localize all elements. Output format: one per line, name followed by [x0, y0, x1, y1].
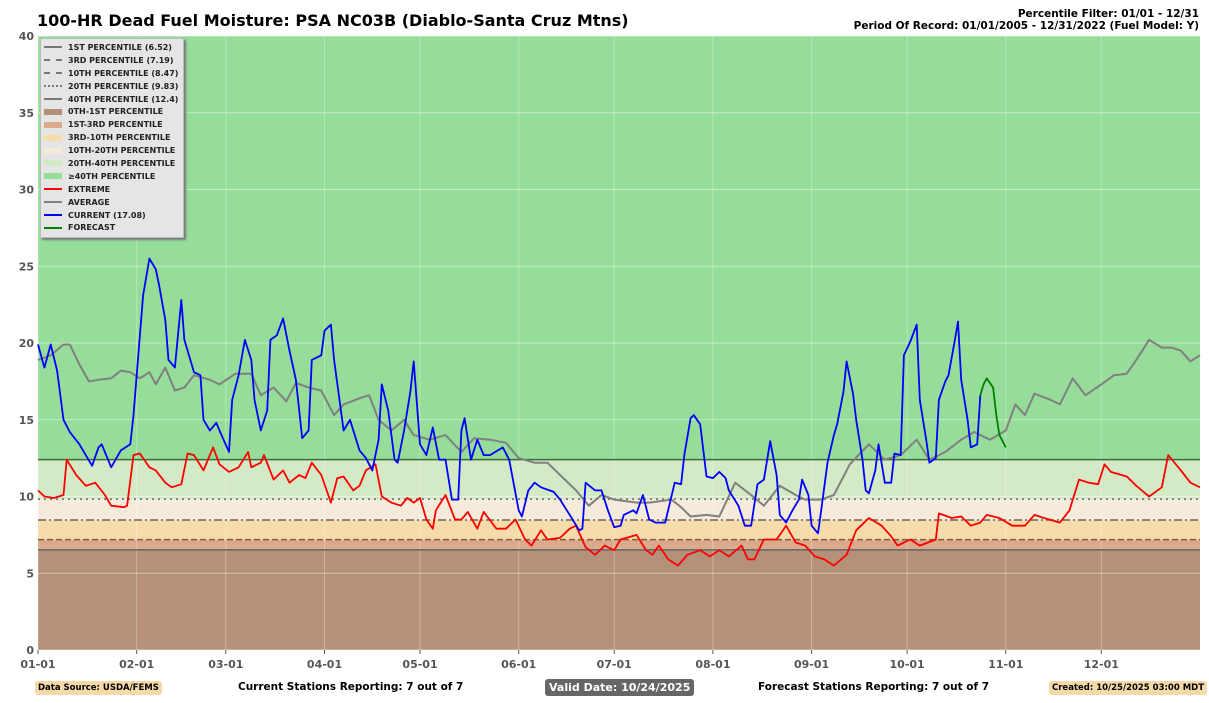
legend-label: 0TH-1ST PERCENTILE: [68, 107, 164, 117]
legend-item-band: 0TH-1ST PERCENTILE: [41, 105, 183, 118]
series-current-line: [37, 257, 982, 535]
legend-swatch: [44, 98, 62, 100]
legend-label: 20TH PERCENTILE (9.83): [68, 81, 179, 91]
x-tick-label: 10-01: [890, 658, 925, 671]
x-tick-label: 02-01: [119, 658, 154, 671]
legend-swatch: [44, 108, 62, 115]
legend-item-series: EXTREME: [41, 183, 183, 196]
legend-label: 1ST-3RD PERCENTILE: [68, 120, 163, 130]
legend-swatch: [44, 46, 62, 49]
legend-label: 10TH-20TH PERCENTILE: [68, 146, 176, 156]
header-info: Percentile Filter: 01/01 - 12/31 Period …: [854, 8, 1199, 32]
series-average-line: [37, 338, 1201, 518]
x-tick-label: 11-01: [988, 658, 1023, 671]
x-tick-label: 06-01: [501, 658, 536, 671]
legend-item-percentile: 3RD PERCENTILE (7.19): [41, 54, 183, 67]
band-5: [38, 36, 1200, 460]
legend-item-band: 3RD-10TH PERCENTILE: [41, 131, 183, 144]
band-3: [38, 499, 1200, 520]
y-tick-label: 30: [19, 184, 35, 197]
legend-item-series: FORECAST: [41, 221, 183, 234]
legend-item-percentile: 20TH PERCENTILE (9.83): [41, 80, 183, 93]
y-tick-label: 10: [19, 491, 35, 504]
x-tick-label: 03-01: [208, 658, 243, 671]
created-badge: Created: 10/25/2025 03:00 MDT: [1049, 681, 1208, 695]
legend-item-band: ≥40TH PERCENTILE: [41, 170, 183, 183]
legend-swatch: [44, 173, 62, 180]
legend-label: AVERAGE: [68, 197, 110, 207]
legend-swatch: [44, 147, 62, 154]
y-tick-label: 15: [19, 414, 34, 427]
legend: 1ST PERCENTILE (6.52) 3RD PERCENTILE (7.1…: [40, 38, 184, 239]
data-source-badge: Data Source: USDA/FEMS: [35, 681, 162, 695]
legend-label: CURRENT (17.08): [68, 210, 146, 220]
current-stations: Current Stations Reporting: 7 out of 7: [238, 681, 464, 693]
legend-swatch: [44, 214, 62, 217]
legend-item-series: CURRENT (17.08): [41, 209, 183, 222]
x-tick-label: 05-01: [402, 658, 437, 671]
percentile-filter: Percentile Filter: 01/01 - 12/31: [1017, 8, 1199, 20]
legend-swatch: [44, 226, 62, 229]
band-4: [38, 459, 1200, 500]
legend-swatch: [44, 188, 62, 191]
legend-swatch: [44, 160, 62, 167]
chart-title: 100-HR Dead Fuel Moisture: PSA NC03B (Di…: [37, 11, 629, 30]
legend-item-band: 1ST-3RD PERCENTILE: [41, 118, 183, 131]
legend-item-percentile: 10TH PERCENTILE (8.47): [41, 67, 183, 80]
y-tick-label: 25: [19, 260, 34, 273]
legend-label: 3RD PERCENTILE (7.19): [68, 55, 174, 65]
period-of-record: Period Of Record: 01/01/2005 - 12/31/202…: [853, 20, 1199, 32]
legend-label: FORECAST: [68, 223, 116, 233]
x-tick-label: 04-01: [307, 658, 342, 671]
y-tick-label: 5: [26, 567, 34, 580]
y-tick-label: 40: [19, 30, 35, 43]
x-tick-label: 01-01: [20, 658, 55, 671]
legend-swatch: [44, 201, 62, 204]
series-extreme-line: [37, 446, 1201, 567]
legend-label: 3RD-10TH PERCENTILE: [68, 133, 171, 143]
legend-label: ≥40TH PERCENTILE: [68, 171, 156, 181]
forecast-stations: Forecast Stations Reporting: 7 out of 7: [758, 681, 990, 693]
legend-item-band: 20TH-40TH PERCENTILE: [41, 157, 183, 170]
legend-swatch: [44, 59, 62, 62]
legend-item-band: 10TH-20TH PERCENTILE: [41, 144, 183, 157]
series-forecast-line: [979, 377, 1007, 448]
x-tick-label: 09-01: [794, 658, 829, 671]
legend-item-series: AVERAGE: [41, 196, 183, 209]
legend-swatch: [44, 121, 62, 128]
valid-date-badge: Valid Date: 10/24/2025: [545, 679, 695, 696]
legend-label: EXTREME: [68, 184, 111, 194]
legend-swatch: [44, 85, 62, 88]
band-1: [38, 539, 1200, 550]
x-tick-label: 08-01: [695, 658, 730, 671]
legend-swatch: [44, 134, 62, 141]
legend-label: 20TH-40TH PERCENTILE: [68, 158, 176, 168]
legend-label: 40TH PERCENTILE (12.4): [68, 94, 179, 104]
legend-label: 10TH PERCENTILE (8.47): [68, 68, 179, 78]
legend-item-percentile: 40TH PERCENTILE (12.4): [41, 93, 183, 106]
band-2: [38, 519, 1200, 540]
y-tick-label: 35: [19, 107, 34, 120]
x-tick-label: 07-01: [597, 658, 632, 671]
y-tick-label: 0: [26, 644, 34, 657]
x-tick-label: 12-01: [1084, 658, 1119, 671]
legend-item-percentile: 1ST PERCENTILE (6.52): [41, 41, 183, 54]
legend-swatch: [44, 72, 62, 75]
y-tick-label: 20: [19, 337, 35, 350]
band-0: [38, 549, 1200, 650]
legend-label: 1ST PERCENTILE (6.52): [68, 42, 172, 52]
